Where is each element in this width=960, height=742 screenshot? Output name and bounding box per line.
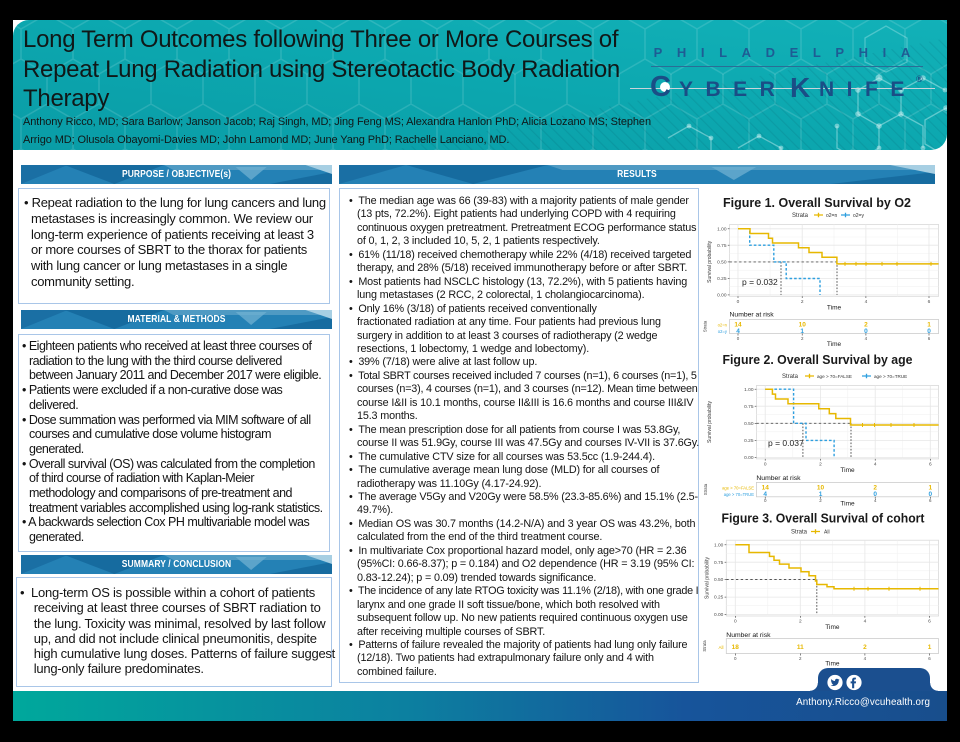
svg-text:age > 70=FALSE: age > 70=FALSE [722,486,754,491]
svg-text:0.25: 0.25 [714,595,724,601]
svg-text:Time: Time [827,341,842,346]
svg-text:11: 11 [797,644,804,651]
svg-text:Strata: Strata [703,483,708,495]
svg-text:Number at risk: Number at risk [726,632,771,639]
svg-text:0.75: 0.75 [744,404,754,410]
svg-text:6: 6 [929,498,932,503]
svg-text:0: 0 [764,498,767,503]
svg-text:age > 70=TRUE: age > 70=TRUE [724,492,754,497]
svg-text:Strata: Strata [702,640,707,652]
svg-text:age > 70=FALSE: age > 70=FALSE [817,374,852,379]
svg-text:14: 14 [734,321,742,328]
svg-text:1.00: 1.00 [717,226,727,232]
svg-text:4: 4 [874,462,877,468]
svg-text:2: 2 [873,484,877,491]
svg-text:2: 2 [864,321,868,328]
svg-text:10: 10 [799,321,807,328]
svg-text:0.00: 0.00 [717,293,727,299]
svg-text:Number at risk: Number at risk [756,475,801,482]
svg-text:0: 0 [737,336,740,341]
svg-text:Survival probability: Survival probability [707,401,713,443]
svg-text:Strata: Strata [792,213,809,219]
svg-text:2: 2 [799,619,802,625]
svg-text:1: 1 [819,491,823,498]
svg-text:0.50: 0.50 [717,260,727,266]
svg-text:Time: Time [840,467,855,474]
svg-text:Strata: Strata [703,320,708,332]
svg-text:Number at risk: Number at risk [730,312,775,319]
svg-text:p = 0.037: p = 0.037 [768,438,804,448]
svg-text:Strata: Strata [782,374,799,380]
svg-text:4: 4 [874,498,877,503]
svg-text:0: 0 [734,656,737,661]
svg-text:Time: Time [827,305,842,312]
svg-text:1.00: 1.00 [714,542,724,548]
svg-text:1: 1 [928,644,932,651]
svg-text:1: 1 [800,328,804,335]
svg-text:1: 1 [928,484,932,491]
svg-text:Figure 2. Overall Survival by: Figure 2. Overall Survival by age [723,353,913,367]
svg-text:0.75: 0.75 [714,560,724,566]
svg-text:6: 6 [929,462,932,468]
svg-text:2: 2 [799,656,802,661]
svg-text:2: 2 [801,336,804,341]
svg-text:Figure 1. Overall Survival by: Figure 1. Overall Survival by O2 [723,196,911,210]
svg-text:All: All [824,529,830,535]
svg-text:0: 0 [864,328,868,335]
svg-text:Time: Time [825,661,840,667]
svg-text:1.00: 1.00 [744,387,754,393]
svg-text:2: 2 [819,498,822,503]
svg-text:2: 2 [801,299,804,305]
svg-text:0.00: 0.00 [714,612,724,618]
svg-text:0.00: 0.00 [744,455,754,461]
svg-text:4: 4 [864,656,867,661]
svg-text:4: 4 [865,336,868,341]
svg-text:Time: Time [840,501,855,507]
svg-text:o2=y: o2=y [853,213,864,219]
svg-text:0: 0 [764,462,767,468]
svg-text:0.25: 0.25 [744,438,754,444]
svg-text:0: 0 [873,491,877,498]
svg-text:4: 4 [736,328,740,335]
svg-text:14: 14 [762,484,770,491]
svg-text:0.50: 0.50 [714,577,724,583]
svg-text:0.25: 0.25 [717,276,727,282]
svg-text:4: 4 [763,491,767,498]
svg-text:0: 0 [737,299,740,305]
svg-text:All: All [718,645,723,650]
svg-text:6: 6 [928,619,931,625]
svg-text:p = 0.032: p = 0.032 [742,277,778,287]
svg-text:2: 2 [863,644,867,651]
svg-text:10: 10 [817,484,825,491]
svg-text:6: 6 [928,299,931,305]
svg-text:Strata: Strata [791,530,808,536]
svg-text:0: 0 [928,491,932,498]
svg-text:4: 4 [865,299,868,305]
svg-text:Time: Time [825,624,840,631]
svg-text:Survival probability: Survival probability [707,240,713,282]
svg-text:4: 4 [864,619,867,625]
svg-text:0.75: 0.75 [717,243,727,249]
svg-text:o2=y: o2=y [718,329,728,334]
svg-text:o2=n: o2=n [826,213,837,219]
svg-text:Figure 3. Overall Survival of: Figure 3. Overall Survival of cohort [722,512,926,526]
svg-text:6: 6 [928,656,931,661]
svg-text:age > 70=TRUE: age > 70=TRUE [874,374,907,379]
svg-text:18: 18 [732,644,740,651]
svg-text:0: 0 [927,328,931,335]
svg-text:1: 1 [927,321,931,328]
svg-text:o2=n: o2=n [718,323,728,328]
svg-text:0.50: 0.50 [744,421,754,427]
svg-text:0: 0 [734,619,737,625]
svg-text:2: 2 [819,462,822,468]
svg-text:6: 6 [928,336,931,341]
svg-text:Survival probability: Survival probability [705,557,711,599]
